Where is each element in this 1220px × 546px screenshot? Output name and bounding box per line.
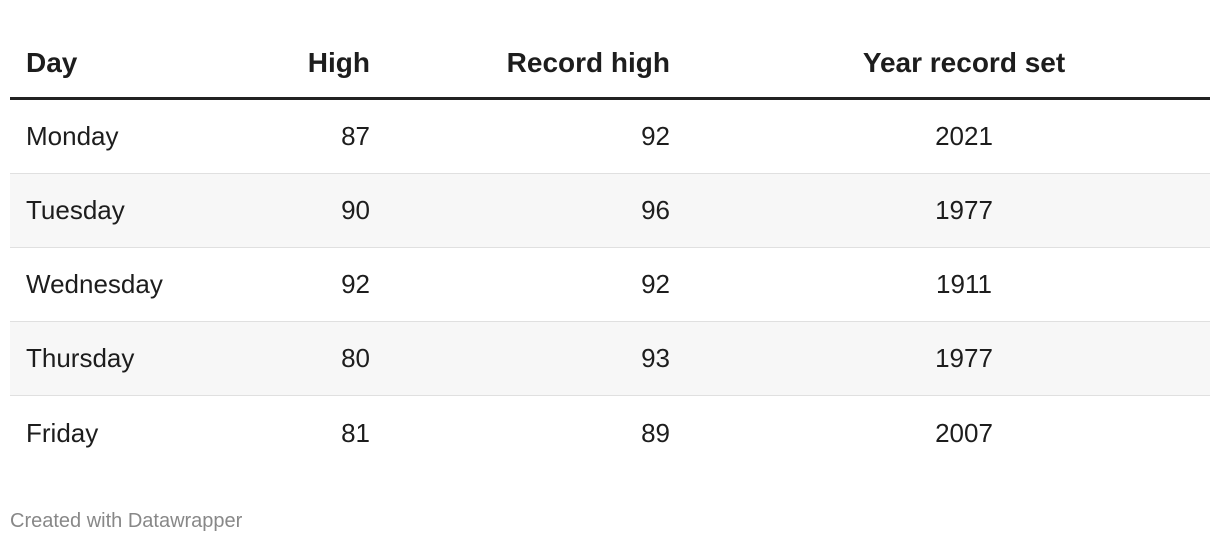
table-cell: 92 (641, 121, 670, 151)
table-cell: 80 (341, 343, 370, 373)
table-cell: Monday (26, 121, 119, 151)
table-cell: 96 (641, 195, 670, 225)
table-row: Friday 81 89 2007 (10, 396, 1210, 470)
table-row: Monday 87 92 2021 (10, 100, 1210, 174)
table-cell: Tuesday (26, 195, 125, 225)
table-cell: Thursday (26, 343, 135, 373)
table-cell: 81 (341, 417, 370, 448)
table-cell: 92 (341, 269, 370, 299)
table-cell: Wednesday (26, 269, 163, 299)
table-cell: 93 (641, 343, 670, 373)
table-row: Thursday 80 93 1977 (10, 322, 1210, 396)
table-row: Tuesday 90 96 1977 (10, 174, 1210, 248)
footer: Created with Datawrapper (10, 510, 243, 532)
header-cell: High (307, 46, 370, 78)
header-cell: Year record set (862, 46, 1066, 78)
header-cell: Record high (506, 46, 670, 78)
table-cell: Friday (26, 417, 99, 448)
table-cell: 87 (341, 121, 370, 151)
table-cell: 1977 (935, 195, 993, 225)
table-cell: 90 (341, 195, 370, 225)
table-cell: 89 (641, 417, 670, 448)
table-cell: 92 (641, 269, 670, 299)
table-cell: 2007 (935, 417, 993, 448)
header-cell: Day (26, 46, 78, 78)
header-row: Day High Record high Year record set (10, 28, 1210, 100)
table: Day High Record high Year record set Monday 8… (10, 28, 1210, 470)
table-cell: 1977 (935, 343, 993, 373)
table-cell: 2021 (935, 121, 993, 151)
table-cell: 1911 (936, 269, 992, 299)
table-row: Wednesday 92 92 1911 (10, 248, 1210, 322)
